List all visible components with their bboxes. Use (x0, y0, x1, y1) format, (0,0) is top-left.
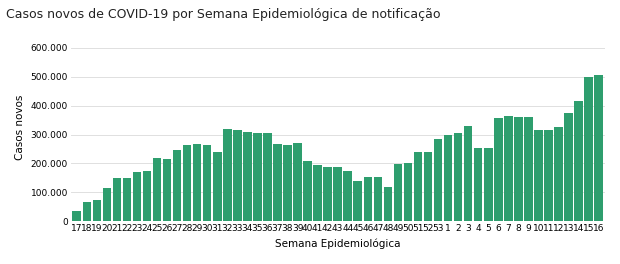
Bar (414, 152, 422, 221)
Bar (313, 165, 322, 221)
Bar (183, 145, 192, 221)
Bar (584, 77, 593, 221)
Bar (343, 171, 352, 221)
Bar (434, 139, 442, 221)
Bar (514, 117, 523, 221)
Bar (423, 152, 432, 221)
Bar (263, 133, 272, 221)
Bar (163, 159, 171, 221)
Bar (73, 211, 81, 221)
Bar (534, 130, 542, 221)
Bar (173, 150, 182, 221)
Bar (273, 144, 281, 221)
Bar (454, 133, 463, 221)
Bar (293, 143, 302, 221)
Bar (353, 181, 362, 221)
Bar (574, 101, 583, 221)
Bar (524, 117, 533, 221)
Bar (223, 129, 231, 221)
Bar (464, 126, 472, 221)
Bar (554, 127, 563, 221)
Bar (374, 177, 382, 221)
Bar (444, 135, 453, 221)
Text: Casos novos de COVID-19 por Semana Epidemiológica de notificação: Casos novos de COVID-19 por Semana Epide… (6, 8, 441, 21)
Bar (384, 187, 392, 221)
Bar (123, 178, 131, 221)
Bar (153, 158, 161, 221)
Bar (102, 188, 111, 221)
Bar (504, 116, 513, 221)
Y-axis label: Casos novos: Casos novos (15, 95, 25, 160)
Bar (92, 200, 101, 221)
X-axis label: Semana Epidemiológica: Semana Epidemiológica (275, 238, 401, 249)
Bar (133, 172, 141, 221)
Bar (394, 164, 402, 221)
Bar (494, 118, 503, 221)
Bar (113, 178, 121, 221)
Bar (324, 167, 332, 221)
Bar (82, 202, 91, 221)
Bar (474, 148, 482, 221)
Bar (404, 163, 412, 221)
Bar (334, 167, 342, 221)
Bar (544, 130, 552, 221)
Bar (243, 132, 252, 221)
Bar (203, 145, 211, 221)
Bar (143, 171, 151, 221)
Bar (484, 148, 492, 221)
Bar (283, 145, 292, 221)
Bar (363, 177, 372, 221)
Bar (595, 75, 603, 221)
Bar (303, 161, 312, 221)
Bar (193, 144, 202, 221)
Bar (213, 152, 221, 221)
Bar (564, 113, 573, 221)
Bar (253, 133, 262, 221)
Bar (233, 130, 242, 221)
